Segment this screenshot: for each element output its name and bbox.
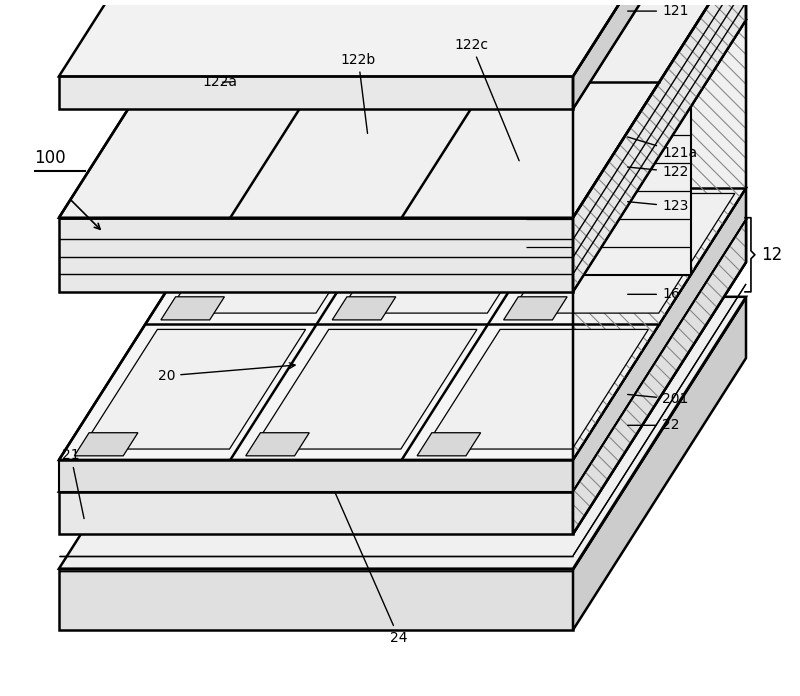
Polygon shape bbox=[74, 433, 138, 456]
Text: 201: 201 bbox=[628, 392, 688, 406]
Polygon shape bbox=[246, 433, 310, 456]
Polygon shape bbox=[253, 329, 477, 449]
Polygon shape bbox=[59, 77, 573, 109]
Text: 21: 21 bbox=[62, 448, 84, 519]
Polygon shape bbox=[573, 220, 746, 534]
Text: 16: 16 bbox=[628, 287, 680, 301]
Text: 123: 123 bbox=[628, 199, 688, 214]
Polygon shape bbox=[573, 220, 746, 534]
Polygon shape bbox=[417, 433, 481, 456]
Text: 24: 24 bbox=[335, 492, 408, 645]
Polygon shape bbox=[526, 107, 690, 275]
Polygon shape bbox=[424, 329, 648, 449]
Text: 22: 22 bbox=[628, 418, 679, 432]
Polygon shape bbox=[573, 296, 746, 630]
Polygon shape bbox=[573, 20, 746, 460]
Polygon shape bbox=[59, 220, 746, 491]
Polygon shape bbox=[59, 491, 573, 534]
Text: 122a: 122a bbox=[202, 75, 238, 89]
Text: 122c: 122c bbox=[454, 38, 519, 161]
Polygon shape bbox=[526, 20, 582, 275]
Polygon shape bbox=[59, 218, 573, 292]
Polygon shape bbox=[59, 460, 573, 491]
Polygon shape bbox=[161, 296, 225, 320]
Polygon shape bbox=[59, 0, 746, 218]
Text: 12: 12 bbox=[761, 246, 782, 264]
Polygon shape bbox=[168, 193, 392, 313]
Text: 10: 10 bbox=[0, 695, 1, 696]
Polygon shape bbox=[332, 296, 396, 320]
Polygon shape bbox=[510, 193, 735, 313]
Polygon shape bbox=[59, 569, 573, 630]
Polygon shape bbox=[573, 0, 746, 109]
Text: 122b: 122b bbox=[341, 52, 376, 134]
Polygon shape bbox=[573, 0, 746, 292]
Text: 121: 121 bbox=[628, 4, 689, 18]
Polygon shape bbox=[526, 20, 746, 107]
Polygon shape bbox=[59, 0, 746, 77]
Polygon shape bbox=[59, 188, 746, 460]
Polygon shape bbox=[82, 329, 306, 449]
Text: 122: 122 bbox=[628, 165, 688, 179]
Polygon shape bbox=[59, 296, 746, 569]
Polygon shape bbox=[339, 193, 563, 313]
Polygon shape bbox=[503, 296, 567, 320]
Text: 100: 100 bbox=[34, 150, 66, 168]
Text: 121a: 121a bbox=[627, 137, 697, 159]
Polygon shape bbox=[573, 188, 746, 491]
Text: 20: 20 bbox=[158, 363, 295, 383]
